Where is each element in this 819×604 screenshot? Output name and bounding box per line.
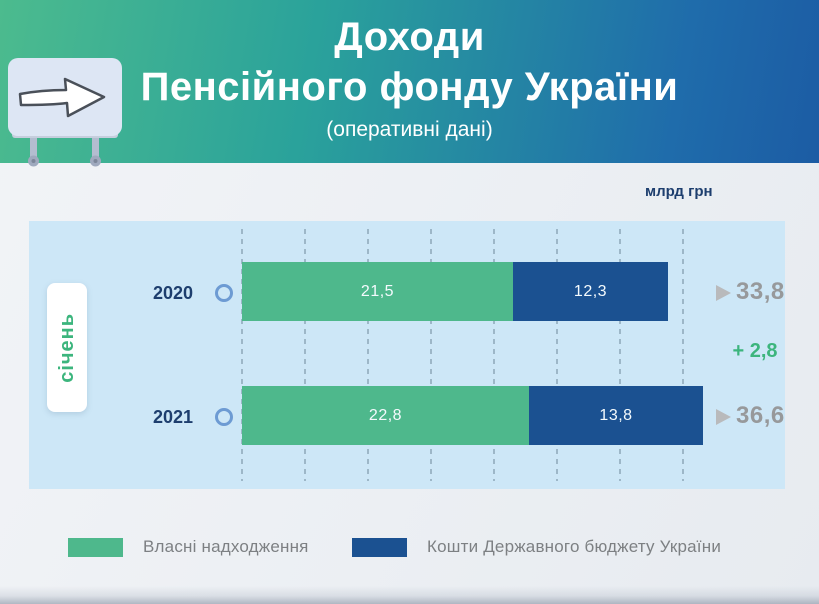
legend-item-own: Власні надходження: [68, 537, 309, 557]
legend-label-own: Власні надходження: [143, 537, 309, 556]
month-label: січень: [55, 312, 78, 383]
bar-value-own-2020: 21,5: [360, 282, 395, 300]
bar-segment-budget-2020: 12,3: [513, 262, 668, 321]
page-subtitle: (оперативні дані): [326, 118, 493, 141]
legend-swatch-own: [68, 537, 123, 557]
gridline: [304, 229, 306, 481]
header-banner: Доходи Пенсійного фонду України (операти…: [0, 0, 819, 167]
whiteboard-arrow-icon: [8, 58, 122, 167]
bar-value-budget-2021: 13,8: [599, 406, 633, 424]
gridline: [493, 229, 495, 481]
total-arrow-icon: [716, 285, 731, 301]
bar-row-2021: 22,8 13,8: [242, 386, 703, 445]
bar-value-budget-2020: 12,3: [573, 282, 608, 300]
gridline: [430, 229, 432, 481]
bottom-shadow-strip: [0, 586, 819, 604]
gridline: [682, 229, 684, 481]
bar-value-own-2021: 22,8: [368, 406, 403, 424]
bar-row-2020: 21,5 12,3: [242, 262, 668, 321]
gridline: [367, 229, 369, 481]
gridline: [556, 229, 558, 481]
delta-value: + 2,8: [732, 340, 778, 362]
gridline: [241, 229, 243, 481]
total-value-2021: 36,6: [736, 402, 785, 429]
total-arrow-icon: [716, 409, 731, 425]
legend-item-budget: Кошти Державного бюджету України: [352, 537, 721, 557]
header-text-block: Доходи Пенсійного фонду України (операти…: [0, 12, 819, 145]
legend-swatch-budget: [352, 537, 407, 557]
chart-panel: січень 2020 21,5 12,3 33,8 + 2,8 2021 22…: [29, 221, 785, 489]
bar-segment-budget-2021: 13,8: [529, 386, 703, 445]
page-title-line1: Доходи: [334, 15, 485, 59]
year-label-2020: 2020: [152, 283, 193, 303]
bar-segment-own-2021: 22,8: [242, 386, 529, 445]
row-marker-circle: [215, 284, 233, 302]
month-badge: січень: [47, 283, 87, 412]
row-marker-circle: [215, 408, 233, 426]
bar-segment-own-2020: 21,5: [242, 262, 513, 321]
year-label-2021: 2021: [152, 407, 193, 427]
legend-label-budget: Кошти Державного бюджету України: [427, 537, 722, 556]
total-value-2020: 33,8: [736, 278, 785, 305]
units-label: млрд грн: [645, 183, 713, 200]
page-title-line2: Пенсійного фонду України: [140, 65, 679, 109]
gridline: [619, 229, 621, 481]
